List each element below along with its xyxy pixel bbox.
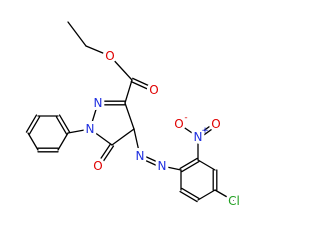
atom-label: O xyxy=(93,159,102,173)
atom-label: Cl xyxy=(228,194,240,208)
double-bond xyxy=(140,153,164,166)
double-bond xyxy=(179,190,198,203)
bond xyxy=(57,132,69,151)
double-bond xyxy=(58,114,71,133)
double-bond xyxy=(55,116,68,135)
double-bond xyxy=(95,143,112,166)
atom-label: N xyxy=(86,122,95,136)
double-bond xyxy=(138,156,162,169)
bond xyxy=(111,128,135,146)
bond xyxy=(85,45,111,57)
bond xyxy=(197,189,216,201)
atom-label: N xyxy=(158,159,167,173)
double-bond xyxy=(179,157,198,170)
bond xyxy=(178,123,199,138)
double-bond xyxy=(196,121,216,137)
bond xyxy=(161,165,182,171)
atom-label: O xyxy=(149,83,158,97)
bond xyxy=(89,102,99,130)
atom-charge: + xyxy=(201,126,209,136)
double-bond xyxy=(181,187,200,200)
double-bond xyxy=(28,116,41,135)
bond xyxy=(133,128,141,157)
atom-label: N xyxy=(136,149,145,163)
bond xyxy=(67,128,91,134)
atom-label: N xyxy=(194,130,203,144)
bonds xyxy=(25,21,235,203)
atom-label: N xyxy=(94,96,103,110)
bond xyxy=(124,102,135,130)
double-bond xyxy=(25,114,38,133)
atom-label: O xyxy=(105,49,114,63)
bond xyxy=(27,132,39,151)
atom-label: O xyxy=(211,117,220,131)
atom-label: O xyxy=(174,117,183,131)
bond xyxy=(89,128,113,146)
bond xyxy=(67,21,87,47)
double-bond xyxy=(181,160,200,173)
bond xyxy=(214,189,235,202)
double-bond xyxy=(132,77,156,90)
bond xyxy=(124,79,133,104)
double-bond xyxy=(198,124,218,140)
bond xyxy=(109,55,133,81)
double-bond xyxy=(98,145,115,168)
double-bond xyxy=(130,80,154,93)
atom-charge: - xyxy=(184,113,187,123)
bond xyxy=(197,159,216,171)
